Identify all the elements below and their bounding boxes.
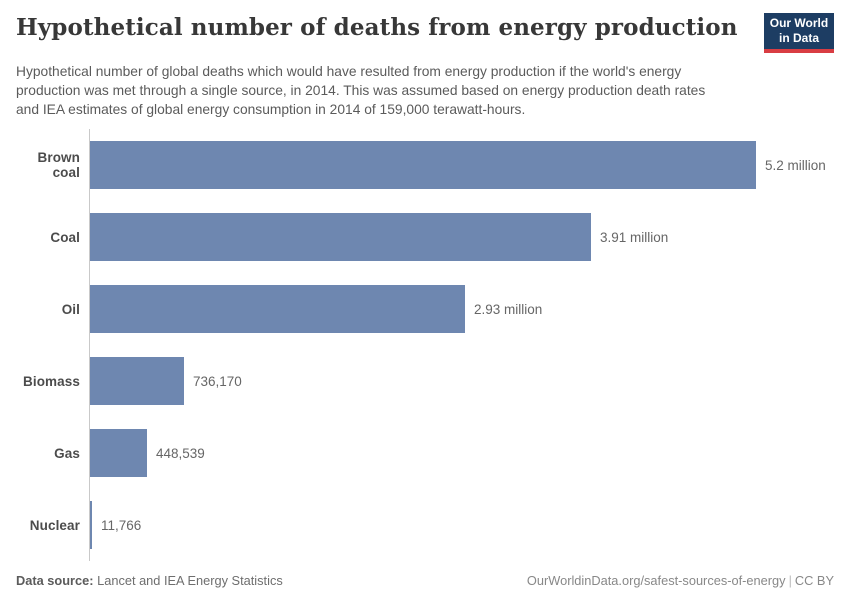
bar-track: 3.91 million	[89, 201, 834, 274]
value-label: 2.93 million	[474, 301, 543, 317]
license-label: CC BY	[794, 573, 834, 588]
chart-row: Gas 448,539	[16, 417, 834, 490]
chart-subtitle: Hypothetical number of global deaths whi…	[16, 64, 706, 118]
attribution: OurWorldinData.org/safest-sources-of-ene…	[527, 573, 834, 588]
category-label: Nuclear	[29, 517, 80, 533]
chart-row: Brown coal 5.2 million	[16, 129, 834, 202]
owid-logo-line2: in Data	[778, 31, 819, 45]
bar[interactable]	[90, 429, 147, 478]
page-title: Hypothetical number of deaths from energ…	[16, 14, 738, 41]
bar[interactable]	[90, 213, 591, 262]
value-label: 11,766	[101, 517, 142, 533]
attribution-link[interactable]: OurWorldinData.org/safest-sources-of-ene…	[526, 573, 786, 588]
value-label: 736,170	[193, 373, 242, 389]
category-label: Coal	[50, 229, 80, 245]
chart-row: Biomass 736,170	[16, 345, 834, 418]
owid-logo[interactable]: Our World in Data	[764, 13, 834, 53]
bar-track: 5.2 million	[89, 129, 834, 202]
footer: Data source: Lancet and IEA Energy Stati…	[16, 573, 834, 588]
data-source: Data source: Lancet and IEA Energy Stati…	[16, 573, 283, 588]
header: Hypothetical number of deaths from energ…	[16, 12, 834, 53]
bar[interactable]	[90, 141, 756, 190]
category-label: Gas	[54, 445, 80, 461]
value-label: 5.2 million	[765, 157, 826, 173]
data-source-label: Data source:	[16, 573, 94, 588]
chart-row: Nuclear 11,766	[16, 489, 834, 562]
bar-track: 11,766	[89, 489, 834, 562]
bar-track: 448,539	[89, 417, 834, 490]
value-label: 3.91 million	[600, 229, 669, 245]
bar-track: 2.93 million	[89, 273, 834, 346]
value-label: 448,539	[156, 445, 205, 461]
bar[interactable]	[90, 501, 92, 550]
category-label: Oil	[61, 301, 80, 317]
chart-row: Coal 3.91 million	[16, 201, 834, 274]
chart-row: Oil 2.93 million	[16, 273, 834, 346]
attribution-separator: |	[788, 573, 792, 588]
bar-track: 736,170	[89, 345, 834, 418]
data-source-value: Lancet and IEA Energy Statistics	[93, 573, 283, 588]
owid-logo-line1: Our World	[769, 16, 829, 30]
category-label: Biomass	[23, 373, 80, 389]
bar[interactable]	[90, 357, 184, 406]
bar[interactable]	[90, 285, 465, 334]
bar-chart: Brown coal 5.2 million Coal 3.91 million Oil…	[16, 129, 834, 562]
category-label: Brown coal	[37, 150, 80, 181]
